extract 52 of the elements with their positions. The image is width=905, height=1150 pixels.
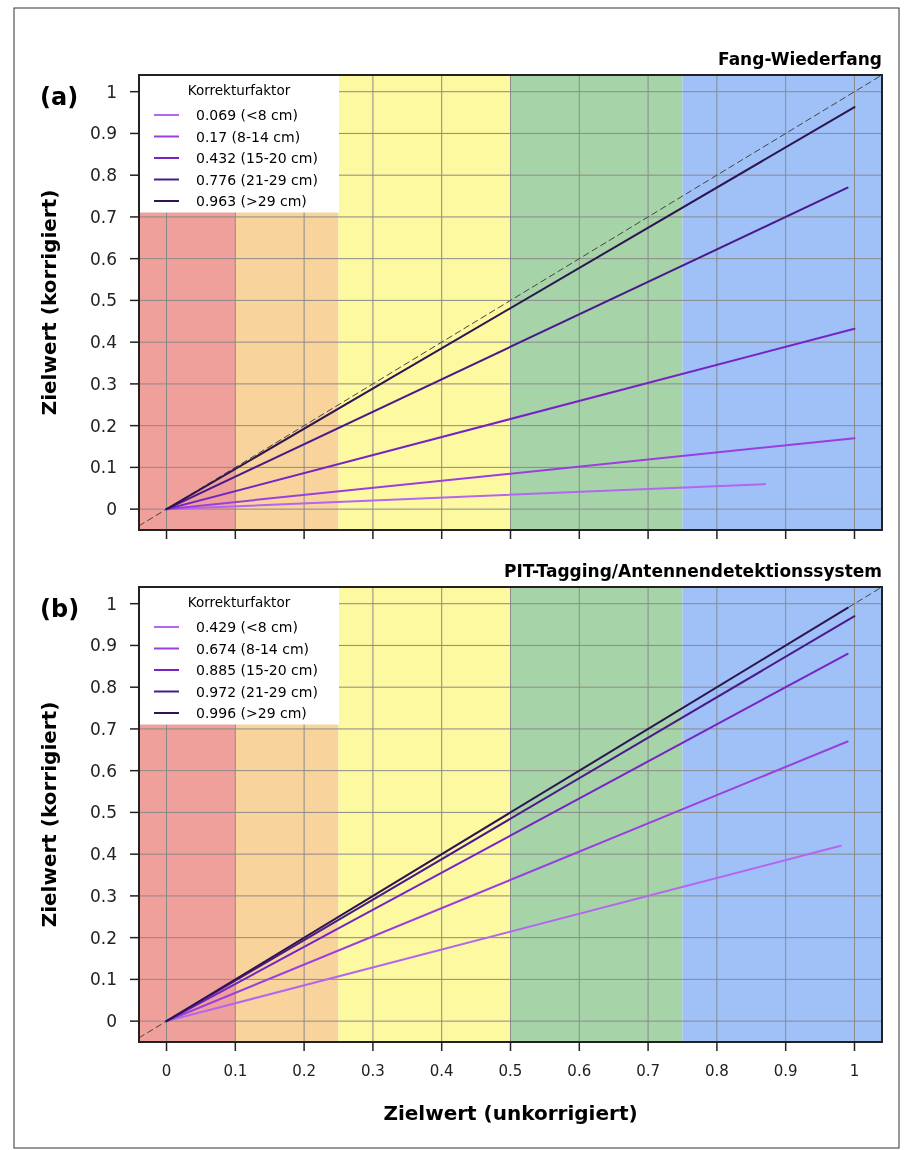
legend-label: 0.996 (>29 cm) bbox=[196, 705, 307, 721]
y-tick-label: 0.1 bbox=[89, 457, 117, 478]
x-axis-title: Zielwert (unkorrigiert) bbox=[383, 1101, 638, 1125]
y-tick-label: 0.3 bbox=[89, 373, 117, 394]
legend-label: 0.885 (15-20 cm) bbox=[196, 662, 318, 678]
y-tick-label: 1 bbox=[106, 81, 117, 102]
legend-label: 0.429 (<8 cm) bbox=[196, 619, 298, 635]
y-tick-label: 1 bbox=[106, 593, 117, 614]
y-tick-label: 0.4 bbox=[89, 844, 117, 865]
y-tick-label: 0.5 bbox=[89, 290, 117, 311]
y-axis-title: Zielwert (korrigiert) bbox=[37, 701, 61, 928]
x-tick-label: 0 bbox=[161, 1062, 172, 1080]
legend-label: 0.776 (21-29 cm) bbox=[196, 171, 318, 188]
y-tick-label: 0.6 bbox=[89, 248, 117, 269]
y-tick-label: 0.2 bbox=[89, 927, 117, 948]
text: (a) bbox=[40, 83, 79, 111]
chart-title: Fang-Wiederfang bbox=[718, 49, 882, 69]
y-axis-title: Zielwert (korrigiert) bbox=[37, 189, 61, 416]
legend-label: 0.069 (<8 cm) bbox=[196, 107, 298, 123]
x-tick-label: 0.3 bbox=[360, 1062, 385, 1080]
legend-title: Korrekturfaktor bbox=[187, 82, 291, 98]
text: (b) bbox=[40, 595, 80, 623]
legend-label: 0.972 (21-29 cm) bbox=[196, 683, 318, 700]
legend-title: Korrekturfaktor bbox=[187, 594, 291, 610]
x-tick-label: 1 bbox=[849, 1062, 860, 1080]
x-tick-label: 0.9 bbox=[773, 1062, 798, 1080]
x-tick-label: 0.6 bbox=[567, 1062, 592, 1080]
y-tick-label: 0 bbox=[106, 499, 117, 520]
legend-label: 0.674 (8-14 cm) bbox=[196, 640, 310, 657]
y-tick-label: 0.8 bbox=[89, 165, 117, 186]
y-tick-label: 0.9 bbox=[89, 635, 117, 656]
x-tick-label: 0.4 bbox=[429, 1062, 454, 1080]
y-tick-label: 0.1 bbox=[89, 969, 117, 990]
x-tick-label: 0.7 bbox=[636, 1062, 661, 1080]
x-tick-label: 0.2 bbox=[292, 1062, 317, 1080]
y-tick-label: 0.7 bbox=[89, 718, 117, 739]
y-tick-label: 0.9 bbox=[89, 123, 117, 144]
legend-label: 0.432 (15-20 cm) bbox=[196, 150, 318, 166]
y-tick-label: 0.2 bbox=[89, 415, 117, 436]
y-tick-label: 0.8 bbox=[89, 677, 117, 698]
legend-label: 0.963 (>29 cm) bbox=[196, 193, 307, 209]
x-tick-label: 0.1 bbox=[223, 1062, 248, 1080]
y-tick-label: 0.7 bbox=[89, 206, 117, 227]
x-tick-label: 0.8 bbox=[704, 1062, 729, 1080]
y-tick-label: 0.6 bbox=[89, 760, 117, 781]
y-tick-label: 0.4 bbox=[89, 332, 117, 353]
legend-label: 0.17 (8-14 cm) bbox=[196, 128, 301, 145]
y-tick-label: 0.3 bbox=[89, 885, 117, 906]
y-tick-label: 0 bbox=[106, 1011, 117, 1032]
x-tick-label: 0.5 bbox=[498, 1062, 523, 1080]
y-tick-label: 0.5 bbox=[89, 802, 117, 823]
chart-title: PIT-Tagging/Antennendetektionssystem bbox=[504, 561, 882, 581]
